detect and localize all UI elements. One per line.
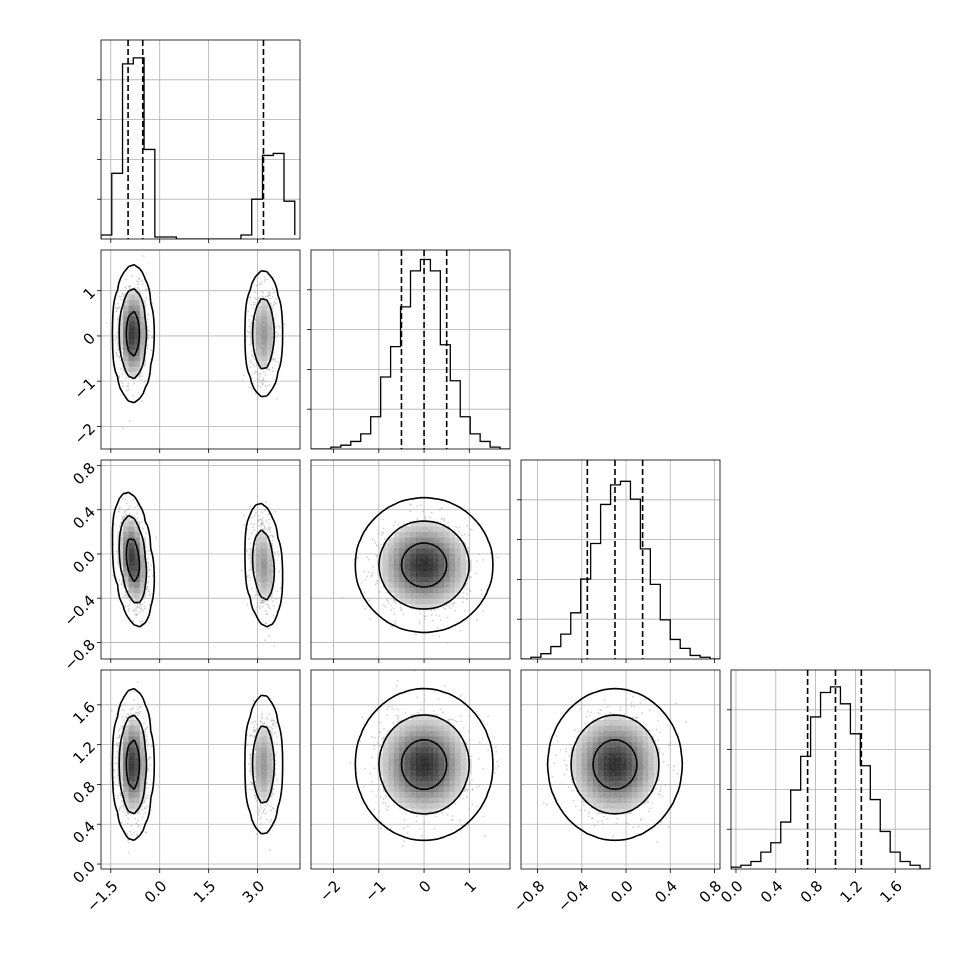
panel-frame [310,669,511,870]
x-tick-label: −0.8 [510,877,548,915]
y-tick-label: −0.8 [61,636,99,674]
panel-frame [100,459,301,660]
contour-3-2-1 [570,714,660,815]
x-tick-label: 0.0 [607,877,637,907]
panel-3-2: −0.8 −0.4 0.0 0.4 0.8 [510,669,725,916]
contour-2-1-2 [354,496,494,634]
contour-3-1-0 [400,739,448,791]
x-tick-label: 0.4 [651,877,681,907]
y-tick-label: 0 [80,329,99,348]
y-tick-label: 0.8 [69,778,99,808]
y-tick-label: −1 [71,374,99,402]
panel-0-0 [97,39,301,243]
y-tick-label: 0.4 [69,818,99,848]
y-tick-label: 1.2 [69,738,99,768]
y-tick-label: 0.8 [69,459,99,489]
x-tick-label: 0.4 [757,877,787,907]
contour-1-0-0 [125,310,141,357]
density-shading-3-2 [570,714,660,815]
y-tick-label: 0.0 [69,857,99,887]
contour-2-1-0 [400,542,448,588]
x-tick-label: 1.2 [837,877,867,907]
x-tick-label: 0 [415,877,434,896]
contour-1-0-1 [118,288,276,380]
histogram-0 [101,57,296,239]
panel-1-0: −2 −1 0 1 [71,249,301,453]
contour-2-0-2 [111,491,284,628]
density-shading-1-0 [117,288,273,378]
contour-3-2-2 [546,687,684,842]
contour-3-1-2 [354,687,494,842]
histogram-2 [521,480,720,659]
y-tick-label: −2 [71,420,99,448]
contour-2-1-1 [378,520,470,610]
panel-frame [310,249,511,450]
x-tick-label: 0.8 [797,877,827,907]
panel-frame [100,39,301,240]
x-tick-label: −2 [316,877,344,905]
density-shading-3-0 [117,714,273,815]
x-tick-label: 0.0 [141,877,171,907]
x-tick-label: −1 [361,877,389,905]
contour-3-2-0 [592,739,638,791]
panel-2-0: −0.8 −0.4 0.0 0.4 0.8 [61,459,301,674]
x-tick-label: 0.0 [717,877,747,907]
panel-1-1 [307,249,511,453]
contour-3-0-0 [125,739,141,790]
contour-2-0-1 [118,514,276,604]
histogram-3 [731,686,930,869]
y-tick-label: 1.6 [69,698,99,728]
x-tick-label: 1.5 [190,877,220,907]
panel-frame [310,459,511,660]
panel-frame [100,249,301,450]
y-tick-label: 0.0 [69,547,99,577]
panel-3-3: 0.0 0.4 0.8 1.2 1.6 [717,669,931,907]
contour-1-0-2 [111,263,284,404]
y-tick-label: 1 [80,284,99,303]
panel-frame [730,669,931,870]
panel-3-0: 0.00.40.81.21.6−1.5 0.0 1.5 3.0 [69,669,301,916]
panel-frame [520,459,721,660]
panel-3-1: −2 −1 0 1 [310,669,511,905]
panel-2-1 [310,459,511,663]
y-tick-label: −0.4 [61,591,99,629]
density-shading-2-1 [377,520,472,610]
x-tick-label: −0.4 [554,877,592,915]
panel-2-2 [517,459,721,663]
panel-frame [100,669,301,870]
contour-2-0-0 [125,538,141,583]
x-tick-label: 3.0 [239,877,269,907]
contour-3-1-1 [378,714,470,815]
density-shading-2-0 [117,515,273,605]
x-tick-label: 1 [461,877,480,896]
panel-frame [520,669,721,870]
density-shading-3-1 [377,714,472,815]
contour-3-0-1 [118,714,276,815]
x-tick-label: −1.5 [83,877,121,915]
histogram-1 [311,258,510,449]
y-tick-label: 0.4 [69,503,99,533]
contour-3-0-2 [111,687,284,842]
x-tick-label: 1.6 [876,877,906,907]
